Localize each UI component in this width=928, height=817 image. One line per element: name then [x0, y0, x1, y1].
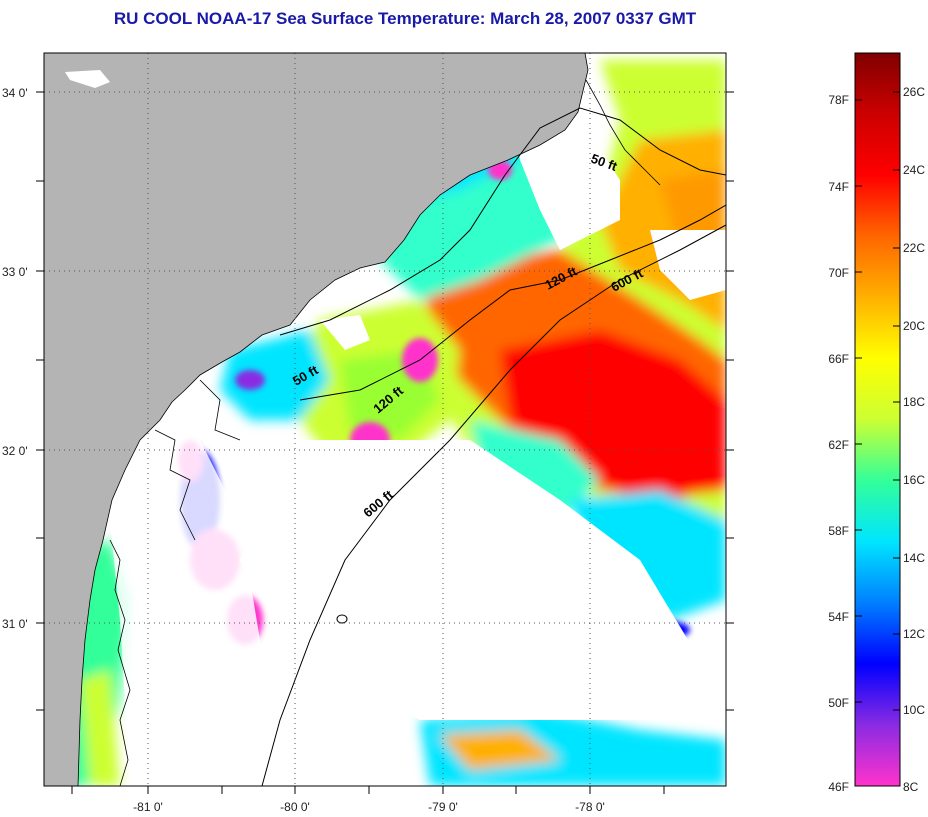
colorbar-f-label: 58F: [828, 524, 849, 538]
lon-label-79: -79 0': [428, 800, 458, 814]
colorbar-c-label: 8C: [903, 780, 919, 794]
map-title: RU COOL NOAA-17 Sea Surface Temperature:…: [113, 9, 697, 28]
colorbar-c-label: 24C: [903, 163, 925, 177]
colorbar-f-label: 50F: [828, 696, 849, 710]
land-mass: [44, 53, 589, 786]
lat-label-34: 34 0': [2, 86, 28, 100]
lon-label-81: -81 0': [133, 800, 163, 814]
colorbar-c-label: 22C: [903, 241, 925, 255]
lat-label-31: 31 0': [2, 617, 28, 631]
colorbar-f-label: 70F: [828, 266, 849, 280]
longitude-labels: -81 0' -80 0' -79 0' -78 0': [133, 800, 605, 814]
colorbar-celsius-labels: 26C 24C 22C 20C 18C 16C 14C 12C 10C 8C: [903, 85, 925, 794]
colorbar-c-label: 10C: [903, 703, 925, 717]
colorbar-c-label: 20C: [903, 319, 925, 333]
contour-120ft: [299, 204, 726, 401]
lon-label-80: -80 0': [280, 800, 310, 814]
colorbar-f-label: 78F: [828, 93, 849, 107]
colorbar-celsius-ticks: [893, 91, 900, 711]
colorbar-c-label: 12C: [903, 627, 925, 641]
lon-label-78: -78 0': [575, 800, 605, 814]
lat-label-33: 33 0': [2, 265, 28, 279]
lat-label-32: 32 0': [2, 444, 28, 458]
barrier-island-coastline: [109, 79, 661, 786]
depth-contours: [261, 107, 726, 786]
colorbar: 78F 74F 70F 66F 62F 58F 54F 50F 46F 26C …: [828, 52, 925, 794]
map-area[interactable]: 50 ft 120 ft 600 ft 50 ft 120 ft 600 ft: [44, 53, 726, 786]
colorbar-gradient: [854, 52, 901, 787]
colorbar-c-label: 18C: [903, 395, 925, 409]
colorbar-f-label: 46F: [828, 780, 849, 794]
colorbar-c-label: 26C: [903, 85, 925, 99]
map-frame: [43, 52, 727, 787]
colorbar-f-label: 54F: [828, 610, 849, 624]
colorbar-c-label: 14C: [903, 551, 925, 565]
colorbar-f-label: 74F: [828, 180, 849, 194]
contour-600ft: [261, 224, 726, 786]
latitude-labels: 34 0' 33 0' 32 0' 31 0': [2, 86, 28, 631]
land-inland-features: [65, 70, 110, 88]
contour-50ft: [279, 107, 726, 336]
colorbar-f-label: 66F: [828, 352, 849, 366]
axis-ticks: [36, 91, 734, 794]
colorbar-c-label: 16C: [903, 473, 925, 487]
colorbar-f-label: 62F: [828, 438, 849, 452]
colorbar-fahrenheit-labels: 78F 74F 70F 66F 62F 58F 54F 50F 46F: [828, 93, 849, 794]
colorbar-fahrenheit-ticks: [855, 99, 862, 703]
graticule: [44, 53, 726, 786]
